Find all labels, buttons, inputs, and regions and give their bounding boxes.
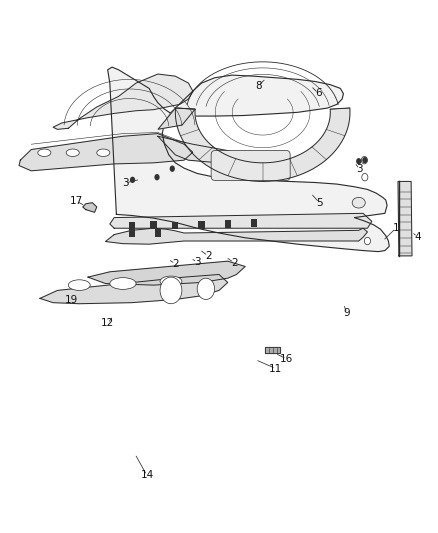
Polygon shape	[265, 348, 280, 353]
Text: 6: 6	[315, 88, 321, 98]
Text: 12: 12	[101, 318, 114, 328]
Text: 3: 3	[122, 178, 128, 188]
Bar	[251, 219, 257, 227]
Bar	[172, 222, 178, 229]
Circle shape	[361, 157, 367, 164]
Polygon shape	[19, 134, 193, 171]
Bar	[198, 221, 205, 229]
Text: 16: 16	[280, 354, 293, 364]
Text: 11: 11	[269, 364, 283, 374]
Bar	[150, 221, 156, 229]
Circle shape	[356, 158, 361, 165]
Polygon shape	[158, 136, 245, 163]
Circle shape	[362, 173, 368, 181]
Circle shape	[170, 165, 175, 172]
Polygon shape	[158, 108, 195, 130]
FancyBboxPatch shape	[211, 151, 290, 180]
Circle shape	[154, 174, 159, 180]
Polygon shape	[106, 228, 367, 244]
Ellipse shape	[66, 149, 79, 157]
Bar	[155, 229, 161, 237]
Text: 2: 2	[172, 259, 179, 269]
Polygon shape	[108, 67, 389, 252]
Text: 1: 1	[392, 223, 399, 233]
Bar	[225, 220, 231, 228]
Ellipse shape	[97, 149, 110, 157]
Bar	[129, 222, 135, 229]
Text: 2: 2	[231, 258, 237, 268]
Text: 9: 9	[344, 308, 350, 318]
Text: 14: 14	[140, 471, 154, 480]
Text: 5: 5	[316, 198, 323, 208]
Circle shape	[197, 278, 215, 300]
Text: 3: 3	[194, 257, 201, 267]
Circle shape	[160, 277, 182, 304]
Circle shape	[130, 176, 135, 183]
Text: 19: 19	[65, 295, 78, 305]
Circle shape	[362, 157, 367, 164]
Ellipse shape	[110, 278, 136, 289]
Polygon shape	[40, 274, 228, 304]
Polygon shape	[83, 203, 97, 212]
Text: 2: 2	[205, 251, 212, 261]
Ellipse shape	[38, 149, 51, 157]
Ellipse shape	[352, 197, 365, 208]
Ellipse shape	[68, 280, 90, 290]
Polygon shape	[53, 74, 193, 130]
Bar	[129, 229, 135, 237]
Text: 8: 8	[255, 81, 261, 91]
Polygon shape	[175, 108, 350, 181]
Ellipse shape	[160, 276, 182, 287]
Text: 3: 3	[356, 164, 363, 174]
Text: 17: 17	[70, 196, 83, 206]
Text: 4: 4	[414, 232, 421, 242]
Polygon shape	[88, 261, 245, 285]
Circle shape	[364, 237, 371, 245]
Polygon shape	[398, 181, 412, 256]
Polygon shape	[110, 213, 372, 228]
